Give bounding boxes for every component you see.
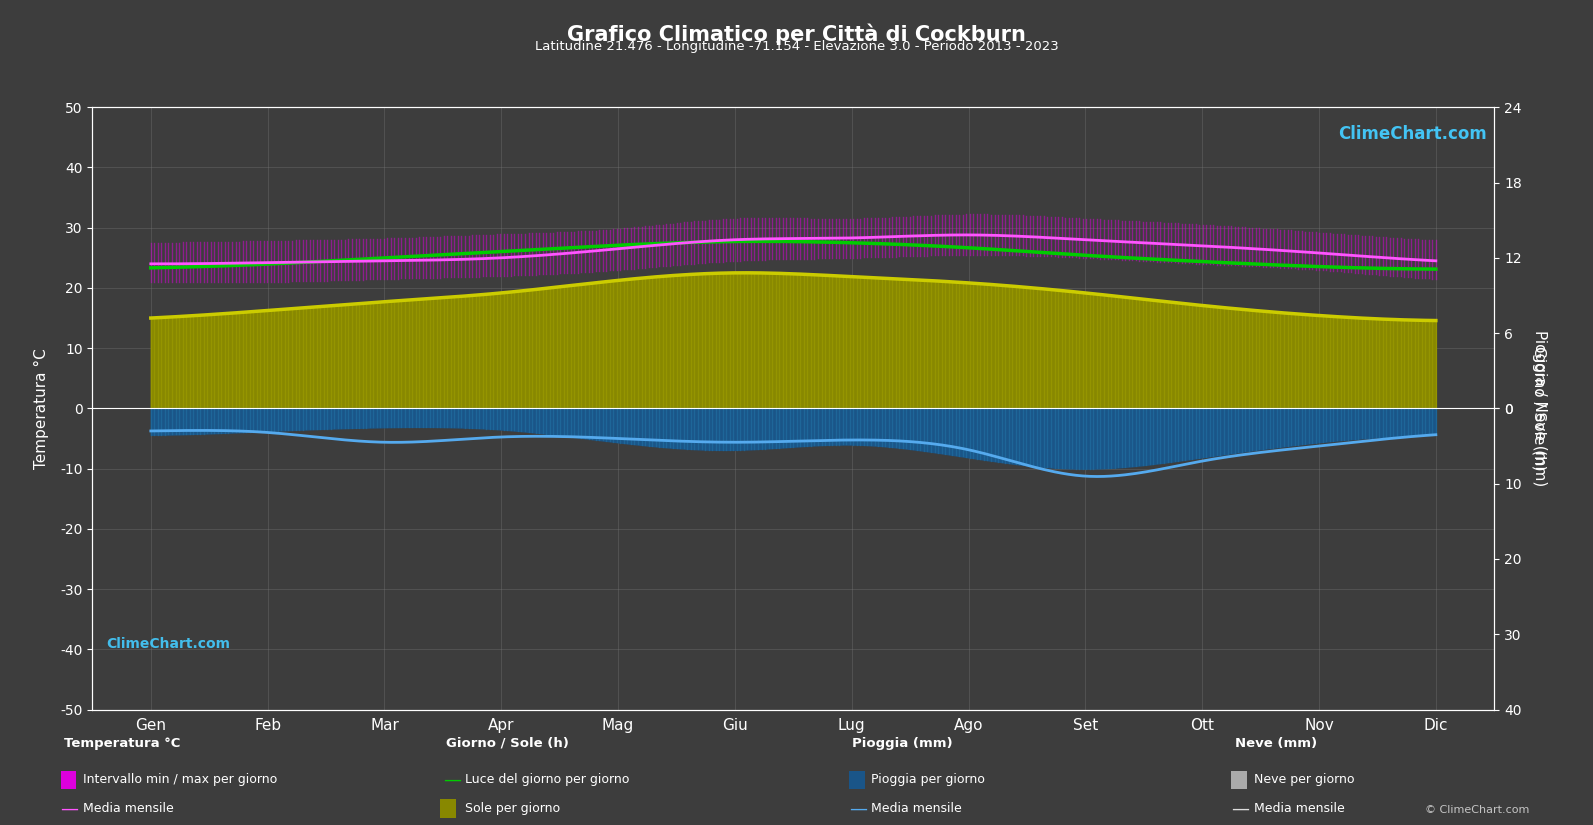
Text: Media mensile: Media mensile (83, 802, 174, 815)
Y-axis label: Pioggia / Neve (mm): Pioggia / Neve (mm) (1531, 330, 1547, 487)
Text: Giorno / Sole (h): Giorno / Sole (h) (446, 737, 569, 750)
Text: —: — (849, 799, 867, 818)
Text: Pioggia (mm): Pioggia (mm) (852, 737, 953, 750)
Text: Luce del giorno per giorno: Luce del giorno per giorno (465, 773, 629, 786)
Text: Latitudine 21.476 - Longitudine -71.154 - Elevazione 3.0 - Periodo 2013 - 2023: Latitudine 21.476 - Longitudine -71.154 … (535, 40, 1058, 53)
Y-axis label: Giorno / Sole (h): Giorno / Sole (h) (1532, 346, 1547, 471)
Text: Neve per giorno: Neve per giorno (1254, 773, 1354, 786)
Text: Media mensile: Media mensile (871, 802, 962, 815)
Text: Pioggia per giorno: Pioggia per giorno (871, 773, 984, 786)
Text: © ClimeChart.com: © ClimeChart.com (1424, 805, 1529, 815)
Y-axis label: Temperatura °C: Temperatura °C (33, 348, 49, 469)
Text: Neve (mm): Neve (mm) (1235, 737, 1317, 750)
Text: —: — (443, 771, 460, 789)
Text: Grafico Climatico per Città di Cockburn: Grafico Climatico per Città di Cockburn (567, 23, 1026, 45)
Text: ClimeChart.com: ClimeChart.com (1338, 125, 1488, 144)
Text: Intervallo min / max per giorno: Intervallo min / max per giorno (83, 773, 277, 786)
Text: —: — (1231, 799, 1249, 818)
Text: Sole per giorno: Sole per giorno (465, 802, 561, 815)
Text: —: — (61, 799, 78, 818)
Text: Temperatura °C: Temperatura °C (64, 737, 180, 750)
Text: ClimeChart.com: ClimeChart.com (107, 637, 231, 651)
Text: Media mensile: Media mensile (1254, 802, 1344, 815)
